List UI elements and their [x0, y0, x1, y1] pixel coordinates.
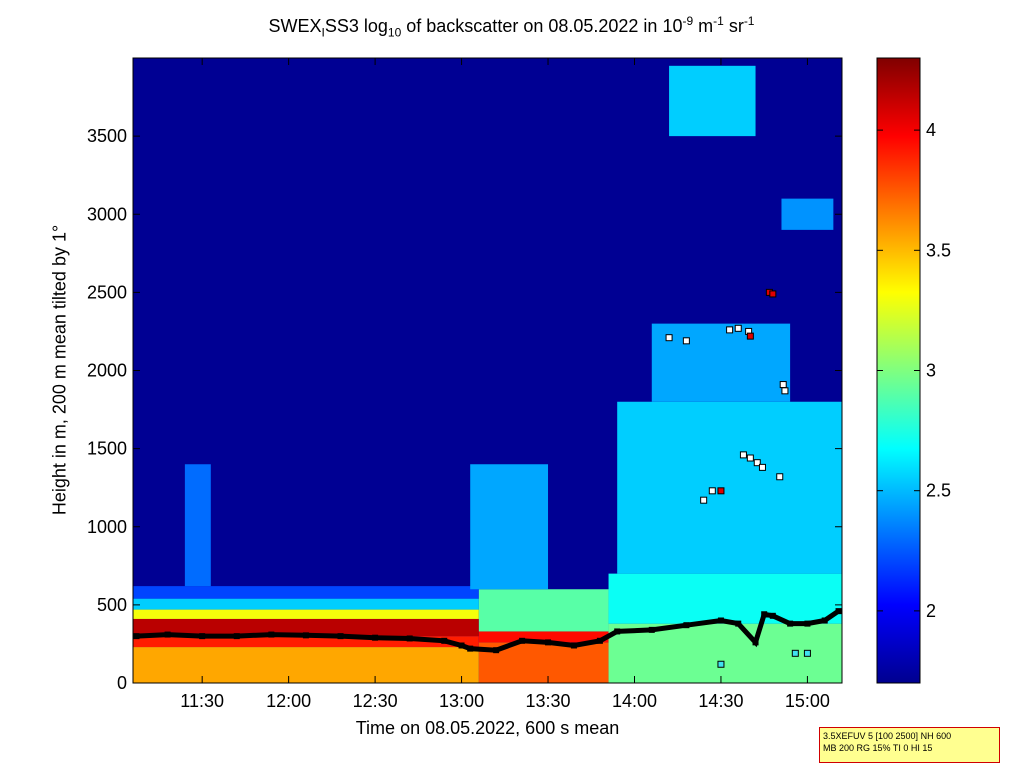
heatmap-cell — [781, 198, 834, 230]
colorbar-tick-label: 4 — [926, 120, 936, 140]
colorbar-gradient — [877, 58, 920, 683]
layer-height-point — [441, 637, 448, 644]
processing-info-box: 3.5XEFUV 5 [100 2500] NH 600 MB 200 RG 1… — [819, 727, 1000, 763]
cloud-base-point — [682, 337, 690, 345]
axes: 11:30 12:00 12:30 13:00 13:30 14:00 14:30 15:00… — [87, 57, 843, 711]
cloud-base-point — [803, 649, 811, 657]
heatmap-cell — [184, 464, 211, 587]
cloud-base-point — [726, 326, 734, 334]
layer-height-point — [804, 620, 811, 627]
colorbar-tick-label: 2 — [926, 601, 936, 621]
cloud-base-point — [717, 487, 725, 495]
heatmap-cell — [133, 598, 479, 610]
cloud-base-point — [769, 290, 777, 298]
y-tick-label: 2500 — [87, 282, 127, 302]
layer-height-point — [458, 642, 465, 649]
x-axis-label: Time on 08.05.2022, 600 s mean — [355, 718, 620, 738]
heatmap-cell — [608, 623, 842, 683]
layer-height-point — [614, 628, 621, 635]
layer-height-point — [717, 617, 724, 624]
info-line: MB 200 RG 15% TI 0 HI 15 — [823, 743, 933, 753]
heatmap-cell — [133, 586, 479, 599]
layer-height-point — [233, 633, 240, 640]
cloud-base-point — [791, 649, 799, 657]
layer-height-point — [769, 612, 776, 619]
layer-height-point — [493, 647, 500, 654]
x-tick-label: 13:00 — [439, 691, 484, 711]
cloud-base-point — [717, 660, 725, 668]
layer-height-point — [683, 622, 690, 629]
heatmap-cell — [133, 618, 479, 637]
cloud-base-point — [779, 381, 787, 389]
heatmap-cell — [133, 636, 479, 648]
y-tick-label: 3500 — [87, 126, 127, 146]
cloud-base-point — [776, 473, 784, 481]
layer-height-point — [545, 639, 552, 646]
heatmap-cell — [133, 647, 479, 683]
heatmap-cell — [651, 323, 791, 402]
x-tick-label: 14:00 — [612, 691, 657, 711]
heatmap-cell — [478, 631, 609, 643]
layer-height-point — [337, 633, 344, 640]
cloud-base-point — [734, 324, 742, 332]
x-tick-label: 13:30 — [526, 691, 571, 711]
cloud-base-point — [708, 487, 716, 495]
colorbar: 2 2.5 3 3.5 4 — [876, 57, 951, 684]
layer-height-point — [133, 633, 140, 640]
layer-height-point — [406, 635, 413, 642]
x-tick-label: 11:30 — [180, 691, 224, 711]
heatmap-cell — [617, 401, 842, 574]
x-tick-label: 14:30 — [698, 691, 743, 711]
cloud-base-point — [746, 454, 754, 462]
cloud-base-point — [781, 387, 789, 395]
y-tick-label: 2000 — [87, 361, 127, 381]
x-tick-label: 12:00 — [266, 691, 311, 711]
layer-height-point — [164, 631, 171, 638]
y-tick-label: 500 — [97, 595, 127, 615]
cloud-base-point — [758, 463, 766, 471]
colorbar-tick-label: 3.5 — [926, 240, 951, 260]
cloud-base-point — [700, 496, 708, 504]
x-tick-label: 15:00 — [785, 691, 830, 711]
y-tick-label: 3000 — [87, 204, 127, 224]
layer-height-point — [835, 608, 842, 615]
layer-height-point — [821, 617, 828, 624]
layer-height-point — [787, 620, 794, 627]
layer-height-point — [761, 611, 768, 618]
layer-height-point — [268, 631, 275, 638]
layer-height-point — [199, 633, 206, 640]
cloud-base-point — [665, 334, 673, 342]
y-tick-label: 0 — [117, 673, 127, 693]
chart-title: SWEXISS3 log10 of backscatter on 08.05.2… — [268, 14, 755, 40]
colorbar-tick-label: 3 — [926, 361, 936, 381]
cloud-base-point — [739, 451, 747, 459]
colorbar-tick-label: 2.5 — [926, 481, 951, 501]
plot-area — [133, 58, 842, 683]
heatmap-cell — [133, 609, 479, 619]
heatmap-cell — [478, 589, 609, 632]
y-axis-label: Height in m, 200 m mean tilted by 1° — [49, 224, 70, 516]
layer-height-point — [372, 634, 379, 641]
heatmap-cell — [669, 65, 756, 137]
layer-height-point — [570, 642, 577, 649]
y-tick-label: 1500 — [87, 439, 127, 459]
heatmap-cell — [608, 573, 842, 624]
layer-height-point — [519, 637, 526, 644]
y-tick-label: 1000 — [87, 517, 127, 537]
layer-height-point — [467, 645, 474, 652]
x-tick-label: 12:30 — [353, 691, 398, 711]
layer-height-point — [752, 639, 759, 646]
layer-height-point — [648, 626, 655, 633]
cloud-base-point — [753, 459, 761, 467]
layer-height-point — [735, 620, 742, 627]
layer-height-point — [302, 632, 309, 639]
cloud-base-point — [746, 332, 754, 340]
heatmap-cell — [470, 464, 549, 590]
layer-height-point — [596, 637, 603, 644]
info-line: 3.5XEFUV 5 [100 2500] NH 600 — [823, 731, 952, 741]
